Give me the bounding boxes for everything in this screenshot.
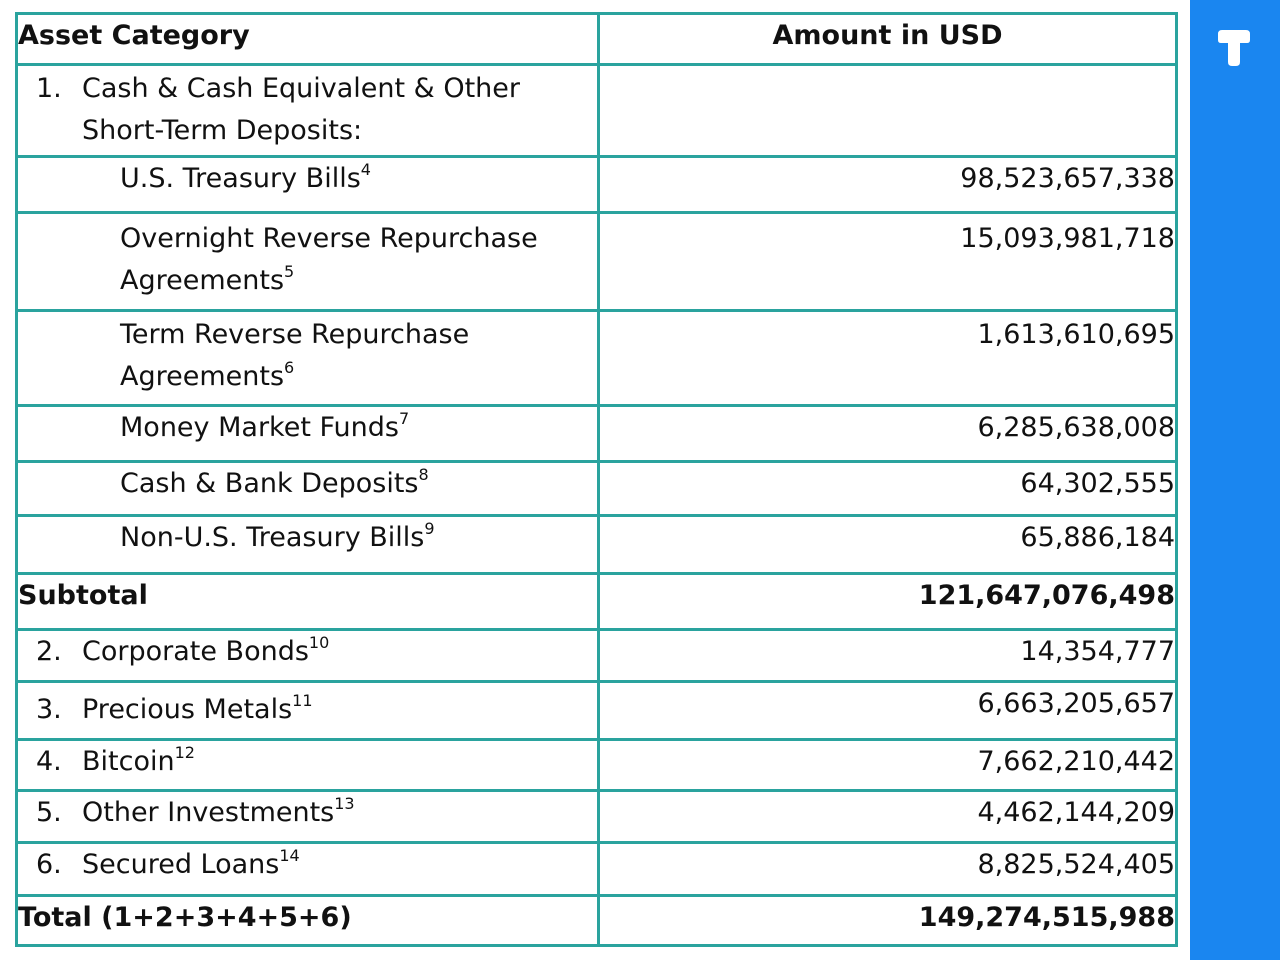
- item-number: 4.: [36, 746, 62, 777]
- total-row: Total (1+2+3+4+5+6) 149,274,515,988: [15, 894, 1178, 947]
- footnote-ref: 13: [334, 794, 355, 813]
- header-amount: Amount in USD: [597, 12, 1178, 66]
- table-row: 2. Corporate Bonds10 14,354,777: [15, 628, 1178, 683]
- table-row: Term Reverse Repurchase Agreements6 1,61…: [15, 309, 1178, 407]
- header-asset-category: Asset Category: [15, 12, 600, 66]
- table-row: 6. Secured Loans14 8,825,524,405: [15, 841, 1178, 897]
- table-row: Overnight Reverse Repurchase Agreements5…: [15, 211, 1178, 312]
- table-row: Money Market Funds7 6,285,638,008: [15, 404, 1178, 463]
- footnote-ref: 14: [279, 846, 300, 865]
- subtotal-amount: 121,647,076,498: [597, 572, 1178, 631]
- row-amount: 6,285,638,008: [597, 404, 1178, 463]
- table-row: 4. Bitcoin12 7,662,210,442: [15, 738, 1178, 792]
- footnote-ref: 8: [418, 465, 429, 484]
- table-row: 3. Precious Metals11 6,663,205,657: [15, 680, 1178, 741]
- row-amount: 1,613,610,695: [597, 309, 1178, 407]
- row-amount: 15,093,981,718: [597, 211, 1178, 312]
- asset-table: Asset Category Amount in USD 1. Cash & C…: [15, 12, 1178, 947]
- footnote-ref: 4: [360, 160, 371, 179]
- row-label: Precious Metals: [82, 694, 293, 725]
- item-number: 6.: [36, 849, 62, 880]
- subtotal-label: Subtotal: [15, 572, 600, 631]
- row-label: Term Reverse Repurchase Agreements: [120, 319, 470, 392]
- row-amount: 65,886,184: [597, 514, 1178, 575]
- subtotal-row: Subtotal 121,647,076,498: [15, 572, 1178, 631]
- row-label: U.S. Treasury Bills: [120, 163, 361, 194]
- row-label: Other Investments: [82, 797, 335, 828]
- footnote-ref: 6: [284, 358, 295, 377]
- row-label: Non-U.S. Treasury Bills: [120, 522, 425, 553]
- table-row: 5. Other Investments13 4,462,144,209: [15, 789, 1178, 844]
- footnote-ref: 7: [398, 409, 410, 428]
- item-number: 2.: [36, 636, 62, 667]
- total-amount: 149,274,515,988: [597, 894, 1178, 947]
- footnote-ref: 9: [424, 519, 435, 538]
- row-amount: 64,302,555: [597, 460, 1178, 517]
- item-number: 5.: [36, 797, 62, 828]
- footnote-ref: 12: [174, 743, 195, 762]
- table-header-row: Asset Category Amount in USD: [15, 12, 1178, 66]
- table-row: Cash & Bank Deposits8 64,302,555: [15, 460, 1178, 517]
- row-amount: 8,825,524,405: [597, 841, 1178, 897]
- item-number: 3.: [36, 694, 62, 725]
- footnote-ref: 11: [292, 691, 313, 710]
- section-label: Cash & Cash Equivalent & Other Short-Ter…: [82, 73, 520, 146]
- row-label: Overnight Reverse Repurchase Agreements: [120, 223, 538, 296]
- row-label: Cash & Bank Deposits: [120, 468, 419, 499]
- tether-logo-icon: [1218, 30, 1250, 66]
- row-amount: 98,523,657,338: [597, 155, 1178, 214]
- row-label: Bitcoin: [82, 746, 175, 777]
- row-label: Money Market Funds: [120, 412, 399, 443]
- total-label: Total (1+2+3+4+5+6): [15, 894, 600, 947]
- right-sidebar: [1190, 0, 1280, 960]
- table-row: Non-U.S. Treasury Bills9 65,886,184: [15, 514, 1178, 575]
- row-amount: 4,462,144,209: [597, 789, 1178, 844]
- footnote-ref: 5: [284, 262, 295, 281]
- row-label: Corporate Bonds: [82, 636, 309, 667]
- section-row: 1. Cash & Cash Equivalent & Other Short-…: [15, 63, 1178, 158]
- table-row: U.S. Treasury Bills4 98,523,657,338: [15, 155, 1178, 214]
- section-amount-empty: [597, 63, 1178, 158]
- row-amount: 7,662,210,442: [597, 738, 1178, 792]
- row-amount: 14,354,777: [597, 628, 1178, 683]
- footnote-ref: 10: [308, 633, 330, 652]
- row-label: Secured Loans: [82, 849, 280, 880]
- item-number: 1.: [36, 73, 62, 104]
- row-amount: 6,663,205,657: [597, 680, 1178, 741]
